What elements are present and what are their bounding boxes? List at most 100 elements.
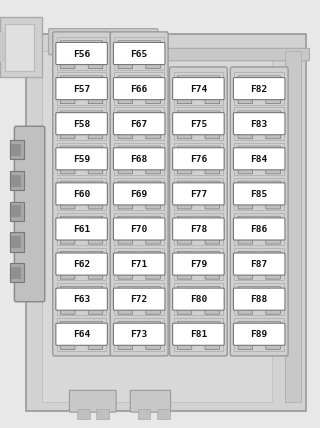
FancyBboxPatch shape	[205, 167, 220, 174]
FancyBboxPatch shape	[238, 286, 280, 290]
Bar	[115, 107, 164, 140]
FancyBboxPatch shape	[60, 238, 75, 244]
FancyBboxPatch shape	[118, 147, 132, 153]
FancyBboxPatch shape	[173, 148, 224, 170]
FancyBboxPatch shape	[56, 218, 108, 240]
FancyBboxPatch shape	[118, 273, 132, 279]
Bar	[234, 283, 284, 315]
FancyBboxPatch shape	[205, 182, 220, 188]
FancyBboxPatch shape	[146, 182, 160, 188]
Bar	[115, 213, 164, 245]
Bar	[10, 232, 24, 252]
FancyBboxPatch shape	[118, 286, 160, 290]
FancyBboxPatch shape	[205, 202, 220, 209]
FancyBboxPatch shape	[266, 132, 280, 139]
Bar	[234, 143, 284, 175]
FancyBboxPatch shape	[114, 113, 165, 135]
Bar	[285, 51, 301, 402]
FancyBboxPatch shape	[238, 273, 252, 279]
Bar	[11, 175, 21, 187]
FancyBboxPatch shape	[88, 322, 103, 329]
FancyBboxPatch shape	[118, 132, 132, 139]
FancyBboxPatch shape	[177, 146, 220, 149]
Text: F72: F72	[131, 295, 148, 304]
Text: F80: F80	[190, 295, 207, 304]
Text: F86: F86	[251, 225, 268, 234]
FancyBboxPatch shape	[173, 253, 224, 275]
Bar	[10, 202, 24, 221]
FancyBboxPatch shape	[114, 218, 165, 240]
FancyBboxPatch shape	[205, 97, 220, 104]
FancyBboxPatch shape	[118, 62, 132, 68]
Bar	[234, 107, 284, 140]
FancyBboxPatch shape	[60, 132, 75, 139]
Text: F66: F66	[131, 85, 148, 94]
Bar	[173, 318, 223, 351]
FancyBboxPatch shape	[146, 167, 160, 174]
FancyBboxPatch shape	[56, 183, 108, 205]
FancyBboxPatch shape	[118, 182, 132, 188]
FancyBboxPatch shape	[177, 97, 192, 104]
FancyBboxPatch shape	[266, 273, 280, 279]
FancyBboxPatch shape	[230, 67, 288, 356]
FancyBboxPatch shape	[266, 308, 280, 314]
FancyBboxPatch shape	[238, 77, 252, 83]
FancyBboxPatch shape	[266, 77, 280, 83]
FancyBboxPatch shape	[56, 113, 108, 135]
FancyBboxPatch shape	[60, 321, 103, 325]
FancyBboxPatch shape	[205, 238, 220, 244]
FancyBboxPatch shape	[266, 202, 280, 209]
FancyBboxPatch shape	[234, 148, 285, 170]
FancyBboxPatch shape	[60, 42, 75, 48]
Text: F59: F59	[73, 155, 90, 164]
FancyBboxPatch shape	[146, 217, 160, 223]
FancyBboxPatch shape	[238, 308, 252, 314]
Bar	[234, 178, 284, 210]
FancyBboxPatch shape	[266, 97, 280, 104]
FancyBboxPatch shape	[56, 148, 108, 170]
FancyBboxPatch shape	[88, 112, 103, 118]
FancyBboxPatch shape	[238, 322, 252, 329]
Text: F82: F82	[251, 85, 268, 94]
Bar	[138, 409, 150, 419]
FancyBboxPatch shape	[118, 41, 160, 44]
FancyBboxPatch shape	[118, 76, 160, 79]
FancyBboxPatch shape	[266, 167, 280, 174]
Bar	[173, 213, 223, 245]
Bar	[173, 248, 223, 280]
FancyBboxPatch shape	[266, 217, 280, 223]
Text: F64: F64	[73, 330, 90, 339]
Bar	[11, 144, 21, 156]
Text: F89: F89	[251, 330, 268, 339]
FancyBboxPatch shape	[146, 308, 160, 314]
Text: F74: F74	[190, 85, 207, 94]
Text: F77: F77	[190, 190, 207, 199]
Bar	[57, 143, 106, 175]
FancyBboxPatch shape	[60, 287, 75, 294]
FancyBboxPatch shape	[118, 287, 132, 294]
FancyBboxPatch shape	[238, 111, 280, 114]
FancyBboxPatch shape	[177, 112, 192, 118]
FancyBboxPatch shape	[60, 111, 103, 114]
FancyBboxPatch shape	[173, 218, 224, 240]
FancyBboxPatch shape	[114, 183, 165, 205]
FancyBboxPatch shape	[177, 77, 192, 83]
FancyBboxPatch shape	[146, 147, 160, 153]
FancyBboxPatch shape	[238, 167, 252, 174]
FancyBboxPatch shape	[60, 181, 103, 184]
FancyBboxPatch shape	[118, 202, 132, 209]
FancyBboxPatch shape	[234, 323, 285, 345]
FancyBboxPatch shape	[88, 202, 103, 209]
Bar	[77, 409, 90, 419]
Bar	[115, 37, 164, 70]
FancyBboxPatch shape	[88, 287, 103, 294]
FancyBboxPatch shape	[170, 67, 227, 356]
Bar	[234, 213, 284, 245]
FancyBboxPatch shape	[266, 147, 280, 153]
FancyBboxPatch shape	[88, 132, 103, 139]
Bar	[115, 143, 164, 175]
FancyBboxPatch shape	[118, 308, 132, 314]
FancyBboxPatch shape	[60, 167, 75, 174]
FancyBboxPatch shape	[60, 308, 75, 314]
FancyBboxPatch shape	[177, 147, 192, 153]
